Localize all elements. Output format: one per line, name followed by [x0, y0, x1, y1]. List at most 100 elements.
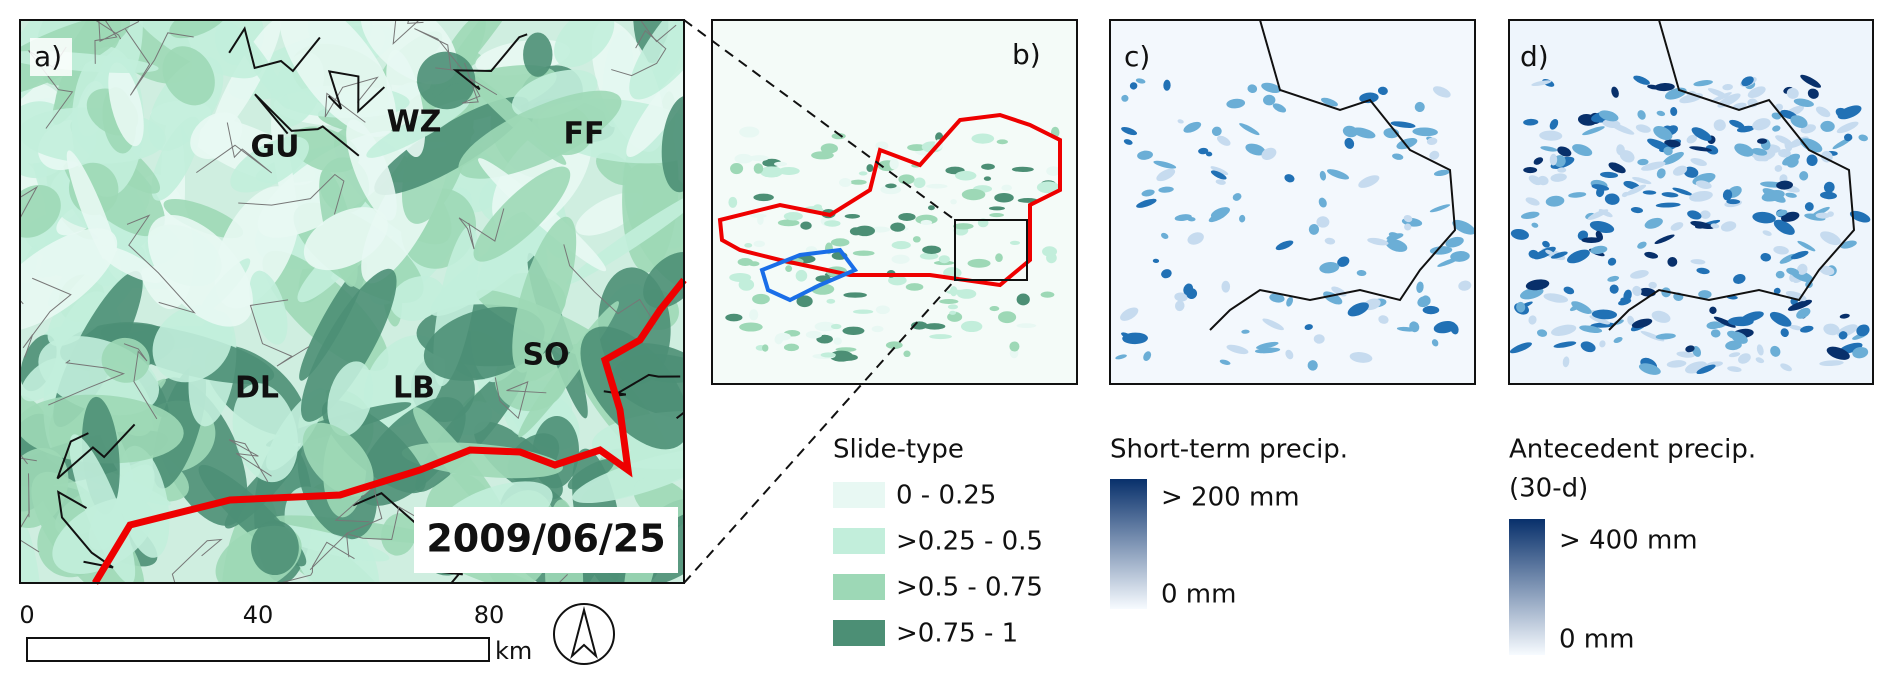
- texture: [301, 268, 397, 422]
- texture: [1760, 253, 1772, 262]
- texture: [1520, 211, 1540, 219]
- texture: [1787, 299, 1813, 311]
- texture: [1542, 240, 1550, 248]
- texture: [1799, 171, 1809, 181]
- texture: [1528, 175, 1542, 186]
- texture: [1318, 197, 1327, 208]
- texture: [1773, 219, 1795, 235]
- scale-tick-label: 80: [474, 601, 505, 629]
- texture: [1378, 315, 1389, 324]
- texture: [939, 298, 959, 304]
- texture: [1694, 223, 1707, 229]
- texture: [1596, 187, 1605, 198]
- boundary: [611, 29, 667, 77]
- texture: [1422, 305, 1440, 315]
- texture: [147, 215, 253, 327]
- texture: [1563, 286, 1575, 295]
- texture: [1543, 293, 1569, 303]
- date: 2009/06/25: [426, 517, 665, 561]
- texture: [1653, 125, 1673, 141]
- texture: [1174, 300, 1185, 312]
- texture: [1752, 118, 1771, 131]
- texture: [1849, 210, 1871, 223]
- texture: [1827, 211, 1834, 217]
- texture: [1550, 173, 1567, 182]
- texture: [1557, 146, 1572, 157]
- texture: [744, 243, 753, 248]
- texture: [1539, 130, 1563, 141]
- texture: [1040, 291, 1055, 298]
- texture: [749, 309, 759, 321]
- texture: [923, 323, 946, 330]
- texture: [1775, 270, 1785, 279]
- texture: [1349, 352, 1373, 363]
- boundary: [675, 411, 684, 420]
- texture: [1313, 334, 1325, 344]
- texture: [1709, 306, 1717, 315]
- texture: [190, 112, 243, 160]
- texture: [830, 323, 842, 330]
- texture: [629, 20, 684, 100]
- legend-swatch: [833, 620, 885, 646]
- scale-bar: [26, 637, 490, 662]
- texture: [1143, 351, 1152, 361]
- texture: [1785, 290, 1807, 302]
- texture: [98, 245, 163, 283]
- texture: [795, 269, 808, 282]
- texture: [1121, 126, 1138, 136]
- texture: [1756, 344, 1764, 356]
- texture: [830, 238, 850, 247]
- texture: [1163, 79, 1171, 91]
- scale-tick-label: 40: [243, 601, 274, 629]
- texture: [1609, 284, 1619, 294]
- texture: [905, 283, 924, 291]
- texture: [1531, 80, 1552, 87]
- texture: [1706, 321, 1721, 330]
- texture: [1790, 250, 1809, 260]
- texture: [163, 198, 244, 239]
- texture: [1256, 341, 1279, 350]
- texture: [1858, 134, 1869, 142]
- boundary: [171, 538, 223, 583]
- texture: [1823, 323, 1840, 336]
- texture: [1722, 189, 1733, 201]
- border: [92, 277, 687, 585]
- texture: [1670, 222, 1684, 231]
- texture: [831, 132, 846, 140]
- date-box: [414, 507, 678, 573]
- boundary: [196, 122, 273, 174]
- texture: [783, 211, 803, 221]
- texture: [1623, 289, 1632, 302]
- texture: [1385, 239, 1408, 252]
- boundary: [1608, 20, 1856, 331]
- texture: [1016, 323, 1037, 329]
- legend-high: > 200 mm: [1161, 483, 1300, 513]
- texture: [1187, 232, 1204, 245]
- texture: [1720, 221, 1737, 232]
- texture: [1637, 110, 1646, 120]
- texture: [1156, 168, 1176, 182]
- texture: [1790, 115, 1808, 128]
- texture: [988, 206, 1006, 211]
- texture: [1549, 153, 1558, 166]
- texture: [1403, 215, 1413, 223]
- texture: [1536, 329, 1548, 337]
- panel-label: c): [1124, 40, 1150, 73]
- texture: [1553, 341, 1577, 348]
- boundary: [20, 185, 39, 220]
- boundary: [280, 541, 355, 583]
- texture: [1608, 162, 1626, 174]
- boundary: [126, 214, 196, 314]
- texture: [1285, 349, 1294, 360]
- texture: [820, 352, 836, 358]
- texture: [1780, 363, 1792, 372]
- texture: [1445, 236, 1464, 248]
- boundary: [123, 343, 158, 420]
- texture: [1607, 257, 1617, 266]
- texture: [473, 166, 571, 262]
- texture: [1762, 230, 1772, 236]
- texture: [1823, 181, 1835, 193]
- texture: [913, 177, 926, 188]
- texture: [1775, 135, 1792, 145]
- texture: [1726, 199, 1741, 205]
